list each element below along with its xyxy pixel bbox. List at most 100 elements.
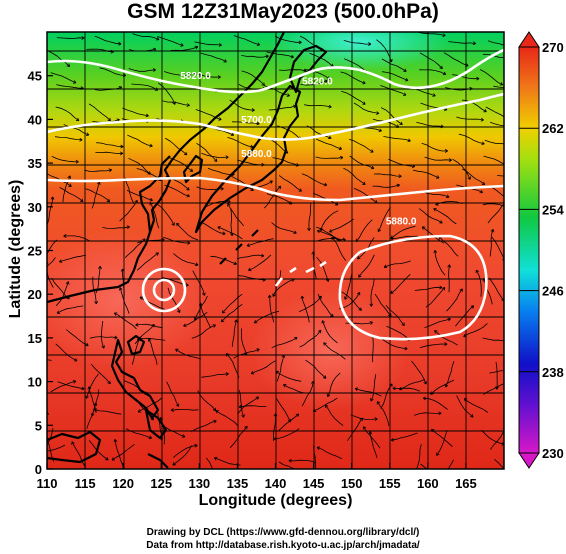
streamline-arrowhead <box>439 65 443 70</box>
streamline <box>479 69 503 86</box>
streamline-arrowhead <box>317 329 322 334</box>
coastlines <box>47 32 328 469</box>
streamline <box>416 444 422 469</box>
streamline-arrowhead <box>290 54 294 59</box>
streamline <box>124 177 135 204</box>
streamline-arrowhead <box>470 305 475 309</box>
streamline <box>463 323 488 338</box>
streamline-arrowhead <box>75 117 80 122</box>
streamline-arrowhead <box>326 393 331 398</box>
contour-label: 5700.0 <box>241 115 272 126</box>
streamline-arrowhead <box>354 387 359 391</box>
y-tick-label: 10 <box>28 375 42 390</box>
streamline <box>304 104 332 108</box>
streamline <box>241 55 269 58</box>
streamline-arrowhead <box>93 402 98 406</box>
streamline <box>438 236 459 257</box>
streamline-arrowhead <box>377 228 382 233</box>
streamline-arrowhead <box>85 395 89 399</box>
streamline-arrowhead <box>483 108 487 113</box>
streamline <box>173 253 199 266</box>
streamline-arrowhead <box>376 111 380 115</box>
streamline <box>376 401 390 427</box>
streamline-arrowhead <box>331 236 335 241</box>
streamline-arrowhead <box>328 135 332 140</box>
streamline-arrowhead <box>433 250 438 254</box>
streamline-arrowhead <box>505 381 508 384</box>
streamline-arrowhead <box>41 449 44 452</box>
streamline-arrowhead <box>475 269 479 274</box>
streamline <box>455 305 474 327</box>
streamline <box>47 444 66 452</box>
streamline <box>114 312 137 330</box>
streamline-arrowhead <box>362 80 366 85</box>
streamline-arrowhead <box>433 208 437 212</box>
streamline-arrowhead <box>506 164 509 167</box>
streamline-arrowhead <box>368 42 372 46</box>
streamline <box>227 137 254 148</box>
streamline-arrowhead <box>507 206 510 209</box>
streamline <box>421 142 448 152</box>
streamline-arrowhead <box>217 75 221 80</box>
streamline-arrowhead <box>87 386 92 390</box>
streamline-arrowhead <box>481 141 485 146</box>
streamline <box>84 169 112 172</box>
streamline-arrowhead <box>186 193 190 198</box>
streamline-arrowhead <box>251 108 255 112</box>
streamline <box>416 122 444 128</box>
streamline <box>390 235 418 239</box>
y-tick-label: 35 <box>28 156 42 171</box>
streamline-arrowhead <box>227 203 231 207</box>
streamline <box>278 175 302 192</box>
streamline-arrowhead <box>298 188 302 192</box>
streamline <box>349 155 375 169</box>
streamline-arrowhead <box>358 307 362 311</box>
streamline-arrowhead <box>246 243 251 247</box>
streamline <box>344 58 368 74</box>
streamline-arrowhead <box>322 375 327 379</box>
streamline-arrowhead <box>81 36 85 40</box>
streamline <box>55 343 78 362</box>
streamline <box>266 193 293 205</box>
colorbar: 230 238 246 254 262 270 <box>518 31 564 469</box>
streamline <box>327 372 341 397</box>
streamline <box>148 338 158 365</box>
streamline-arrowhead <box>248 267 252 272</box>
streamline-arrowhead <box>187 241 191 245</box>
streamline-arrowhead <box>185 283 189 287</box>
streamline-arrowhead <box>402 92 407 96</box>
streamline-arrowhead <box>508 200 511 203</box>
streamline <box>487 203 504 224</box>
streamline-arrowhead <box>73 80 77 84</box>
streamline <box>88 103 111 122</box>
streamline <box>94 409 122 415</box>
streamline <box>166 381 179 407</box>
streamline-arrowhead <box>37 275 40 278</box>
streamline-arrowhead <box>230 132 235 136</box>
streamline <box>431 428 453 448</box>
streamline <box>374 293 392 317</box>
streamline <box>96 142 124 148</box>
streamline <box>306 125 332 139</box>
streamline <box>272 413 276 441</box>
streamline-arrowhead <box>510 477 513 480</box>
streamline-arrowhead <box>145 113 149 118</box>
streamline <box>370 374 377 402</box>
streamline-arrowhead <box>222 231 226 236</box>
streamline <box>50 380 77 393</box>
streamline <box>137 337 166 341</box>
streamline-arrowhead <box>446 194 450 199</box>
streamline <box>231 121 260 125</box>
streamline <box>363 426 381 449</box>
streamline-arrowhead <box>218 42 222 47</box>
streamline-arrowhead <box>105 457 109 461</box>
streamline <box>95 151 123 154</box>
streamline-arrowhead <box>298 40 302 45</box>
streamline-arrowhead <box>80 198 84 202</box>
streamline <box>192 270 205 296</box>
streamline <box>215 410 239 427</box>
streamline <box>382 71 409 81</box>
streamline <box>381 58 407 72</box>
streamline-arrowhead <box>220 318 225 323</box>
streamline-arrowhead <box>148 435 153 440</box>
